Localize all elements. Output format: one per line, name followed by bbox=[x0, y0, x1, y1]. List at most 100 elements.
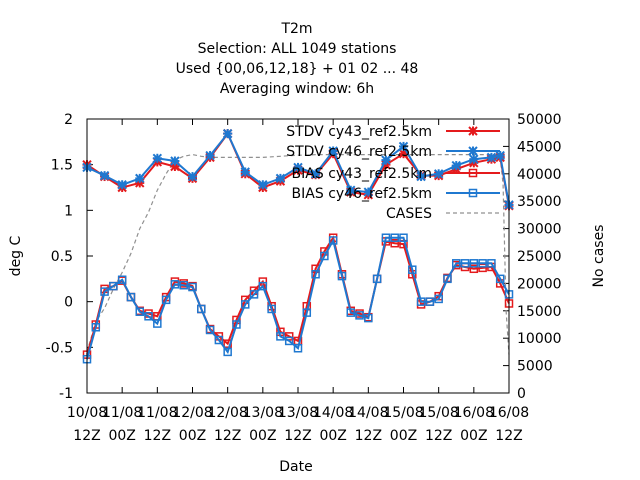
data-point bbox=[91, 322, 101, 332]
legend-marker bbox=[468, 188, 478, 198]
x-tick-label-hour: 00Z bbox=[460, 428, 487, 444]
data-point bbox=[240, 167, 250, 177]
x-axis-label: Date bbox=[279, 459, 312, 475]
legend-label: STDV cy46_ref2.5km bbox=[286, 144, 432, 160]
x-tick-label-date: 11/08 bbox=[137, 405, 177, 421]
plot-series bbox=[82, 128, 514, 364]
legend-item-4: CASES bbox=[386, 206, 500, 222]
data-point bbox=[99, 170, 110, 181]
data-point bbox=[267, 304, 276, 314]
data-point bbox=[258, 180, 268, 190]
x-tick-label-hour: 12Z bbox=[144, 428, 171, 444]
data-point bbox=[320, 251, 329, 261]
x-tick-label-date: 14/08 bbox=[348, 405, 388, 421]
data-point bbox=[469, 264, 479, 274]
x-tick-label-hour: 00Z bbox=[319, 428, 346, 444]
data-point bbox=[469, 154, 479, 164]
x-tick-label-date: 15/08 bbox=[418, 405, 458, 421]
series-line bbox=[86, 236, 510, 360]
data-point bbox=[222, 128, 233, 139]
data-point bbox=[284, 336, 294, 346]
data-point bbox=[364, 313, 373, 323]
data-point bbox=[135, 173, 145, 184]
x-tick-label-date: 16/08 bbox=[454, 405, 494, 421]
data-point bbox=[126, 292, 136, 302]
data-point bbox=[398, 141, 409, 152]
data-point bbox=[355, 311, 364, 320]
data-point bbox=[478, 259, 487, 268]
legend-label: STDV cy43_ref2.5km bbox=[286, 124, 432, 140]
x-tick-label-hour: 00Z bbox=[249, 428, 276, 444]
y2-tick-label: 10000 bbox=[517, 331, 562, 347]
y-tick-label: 1 bbox=[64, 203, 73, 219]
y-axis-label: deg C bbox=[8, 235, 24, 276]
y2-tick-label: 20000 bbox=[517, 276, 562, 292]
x-tick-label-date: 13/08 bbox=[278, 405, 318, 421]
y2-tick-label: 35000 bbox=[517, 194, 562, 210]
x-tick-label-date: 15/08 bbox=[383, 405, 423, 421]
x-tick-label-date: 11/08 bbox=[102, 405, 142, 421]
data-point bbox=[117, 275, 127, 284]
x-tick-label-hour: 00Z bbox=[179, 428, 206, 444]
series-line bbox=[86, 235, 510, 355]
data-point bbox=[425, 297, 435, 306]
x-tick-label-date: 12/08 bbox=[172, 405, 212, 421]
legend-marker bbox=[468, 126, 478, 136]
data-point bbox=[170, 156, 180, 166]
data-point bbox=[197, 304, 206, 314]
series-2 bbox=[82, 233, 514, 359]
data-point bbox=[390, 233, 399, 242]
data-point bbox=[486, 152, 497, 163]
data-point bbox=[381, 233, 391, 242]
y2-tick-label: 0 bbox=[517, 386, 526, 402]
x-tick-label-hour: 12Z bbox=[425, 428, 452, 444]
data-point bbox=[390, 238, 399, 248]
legend-item-1: STDV cy46_ref2.5km bbox=[286, 144, 500, 160]
y-tick-label: 2 bbox=[64, 112, 73, 128]
data-point bbox=[232, 320, 241, 329]
y-tick-label: -0.5 bbox=[46, 340, 73, 356]
title-line-3: Used {00,06,12,18} + 01 02 ... 48 bbox=[176, 61, 419, 77]
data-point bbox=[478, 263, 487, 273]
y2-tick-label: 25000 bbox=[517, 249, 562, 265]
x-tick-label-hour: 12Z bbox=[495, 428, 522, 444]
data-point bbox=[276, 332, 285, 341]
data-point bbox=[249, 290, 259, 299]
data-point bbox=[416, 297, 426, 306]
data-point bbox=[363, 187, 374, 197]
data-point bbox=[153, 319, 162, 328]
data-point bbox=[328, 236, 338, 245]
data-point bbox=[205, 150, 215, 161]
series-1 bbox=[82, 128, 514, 210]
title-line-1: T2m bbox=[280, 21, 312, 37]
data-point bbox=[258, 281, 268, 291]
data-point bbox=[469, 259, 479, 268]
y2-tick-label: 40000 bbox=[517, 167, 562, 183]
legend-item-2: BIAS cy43_ref2.5km bbox=[292, 166, 500, 182]
title-line-2: Selection: ALL 1049 stations bbox=[198, 41, 397, 57]
data-point bbox=[100, 287, 109, 296]
data-point bbox=[293, 162, 303, 173]
y2-tick-label: 45000 bbox=[517, 139, 562, 155]
data-point bbox=[135, 307, 144, 316]
legend-marker bbox=[468, 146, 478, 156]
data-point bbox=[275, 173, 286, 184]
data-point bbox=[443, 274, 452, 284]
data-point bbox=[117, 180, 127, 190]
data-point bbox=[205, 325, 215, 335]
legend-label: BIAS cy43_ref2.5km bbox=[292, 166, 432, 182]
y-tick-label: -1 bbox=[59, 386, 73, 402]
data-point bbox=[214, 335, 224, 345]
series-4 bbox=[86, 153, 510, 355]
x-tick-label-hour: 12Z bbox=[214, 428, 241, 444]
data-point bbox=[328, 146, 338, 156]
data-point bbox=[311, 270, 320, 279]
x-tick-label-hour: 00Z bbox=[390, 428, 417, 444]
x-tick-label-hour: 00Z bbox=[108, 428, 135, 444]
legend-label: CASES bbox=[386, 206, 432, 222]
x-tick-label-date: 16/08 bbox=[489, 405, 529, 421]
legend-marker bbox=[468, 168, 478, 178]
data-point bbox=[187, 171, 198, 182]
data-point bbox=[152, 153, 163, 163]
data-point bbox=[293, 343, 303, 353]
